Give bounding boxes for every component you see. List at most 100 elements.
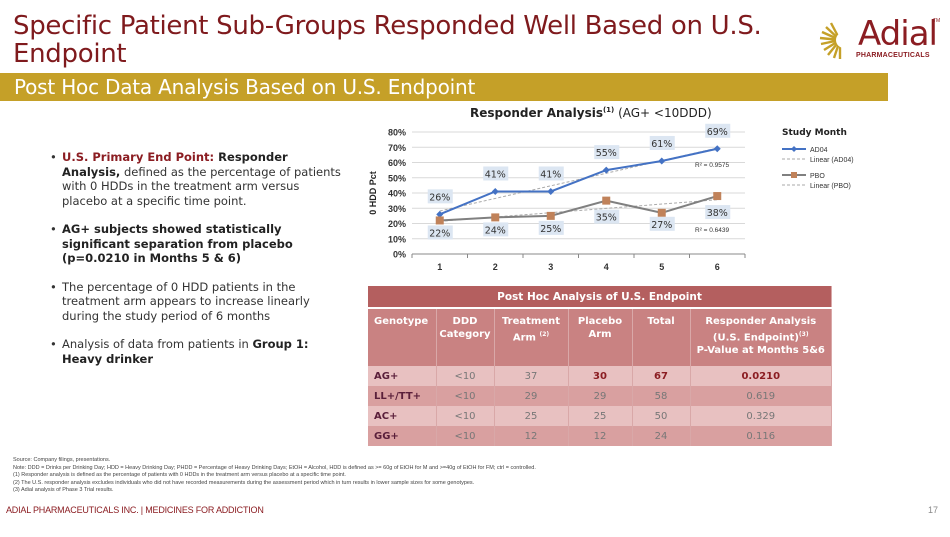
table-caption: Post Hoc Analysis of U.S. Endpoint bbox=[368, 286, 832, 309]
legend-marker bbox=[791, 172, 797, 178]
y-tick-label: 40% bbox=[388, 189, 406, 199]
cell-ddd: <10 bbox=[436, 426, 495, 446]
y-tick-label: 30% bbox=[388, 204, 406, 214]
data-label: 41% bbox=[540, 169, 561, 180]
cell-treatment: 25 bbox=[494, 406, 569, 426]
cell-pvalue: 0.0210 bbox=[690, 366, 832, 386]
footer-company: ADIAL PHARMACEUTICALS INC. | MEDICINES F… bbox=[6, 505, 264, 515]
legend-label: Linear (AD04) bbox=[810, 157, 854, 164]
cell-placebo: 12 bbox=[568, 426, 633, 446]
cell-ddd: <10 bbox=[436, 366, 495, 386]
data-label: 61% bbox=[651, 139, 672, 150]
cell-genotype: LL+/TT+ bbox=[368, 386, 437, 406]
col-header-placebo: Placebo Arm bbox=[568, 308, 633, 366]
legend-label: AD04 bbox=[810, 147, 828, 154]
cell-genotype: AG+ bbox=[368, 366, 437, 386]
data-label: 38% bbox=[707, 208, 728, 219]
cell-ddd: <10 bbox=[436, 406, 495, 426]
data-label-box bbox=[427, 189, 453, 204]
responder-line-chart: 0% 10% 20% 30% 40% 50% 60% 70% 80% 1 2 3 4 5 6 0 HDD Pc… bbox=[368, 123, 854, 272]
bullet-item: U.S. Primary End Point: Responder Analys… bbox=[32, 150, 342, 208]
data-label-box bbox=[649, 135, 675, 150]
cell-total: 24 bbox=[632, 426, 691, 446]
data-label: 25% bbox=[540, 224, 561, 235]
data-label-box bbox=[538, 166, 564, 181]
footnote: Source: Company filings, presentations. bbox=[13, 457, 111, 463]
bullet-item: Analysis of data from patients in Group … bbox=[32, 337, 342, 366]
data-label: 55% bbox=[596, 148, 617, 159]
bullet-lead: U.S. Primary End Point: bbox=[62, 150, 215, 164]
cell-total: 50 bbox=[632, 406, 691, 426]
logo-tagline: PHARMACEUTICALS bbox=[856, 52, 930, 59]
data-point-ad04 bbox=[547, 187, 555, 195]
sunburst-logo-icon bbox=[819, 22, 852, 59]
col-header-responder: Responder Analysis (U.S. Endpoint)(3) P-V… bbox=[690, 308, 832, 366]
x-tick-label: 1 bbox=[437, 262, 442, 272]
chart-title: Responder Analysis(1) (AG+ <10DDD) bbox=[470, 106, 712, 120]
cell-pvalue: 0.116 bbox=[690, 426, 832, 446]
y-tick-label: 70% bbox=[388, 143, 406, 153]
table-row: GG+ <10 12 12 24 0.116 bbox=[368, 426, 832, 446]
footnote: (1) Responder analysis is defined as the… bbox=[13, 472, 346, 479]
footnote: (2) The U.S. responder analysis excludes… bbox=[13, 479, 475, 486]
bullet-bold: AG+ subjects showed statistically signif… bbox=[62, 222, 293, 265]
bullet-item: The percentage of 0 HDD patients in the … bbox=[32, 280, 342, 324]
footnote: Note: DDD = Drinks per Drinking Day; HDD… bbox=[13, 464, 536, 471]
cell-pvalue: 0.619 bbox=[690, 386, 832, 406]
data-point-pbo bbox=[657, 208, 666, 217]
cell-treatment: 12 bbox=[494, 426, 569, 446]
cell-ddd: <10 bbox=[436, 386, 495, 406]
table-header-row: Genotype DDD Category Treatment Arm (2) … bbox=[368, 308, 832, 366]
data-label-box bbox=[649, 216, 675, 231]
bullet-list: U.S. Primary End Point: Responder Analys… bbox=[32, 150, 342, 380]
y-tick-label: 0% bbox=[393, 250, 406, 260]
r-squared-label: R² = 0.9575 bbox=[695, 162, 730, 169]
cell-treatment: 29 bbox=[494, 386, 569, 406]
cell-genotype: GG+ bbox=[368, 426, 437, 446]
x-tick-label: 2 bbox=[493, 262, 498, 272]
series-line-pbo bbox=[439, 195, 718, 222]
header-text: Treatment Arm bbox=[501, 316, 561, 344]
logo-trademark: TM bbox=[933, 18, 941, 24]
data-point-pbo bbox=[491, 213, 500, 222]
bullet-text: defined as the percentage of patients wi… bbox=[62, 164, 341, 208]
data-point-pbo bbox=[546, 211, 555, 220]
table-row: AG+ <10 37 30 67 0.0210 bbox=[368, 366, 832, 386]
cell-pvalue: 0.329 bbox=[690, 406, 832, 426]
cell-total: 58 bbox=[632, 386, 691, 406]
data-label: 24% bbox=[485, 225, 506, 236]
subtitle-bar: Post Hoc Data Analysis Based on U.S. End… bbox=[0, 73, 888, 101]
data-point-ad04 bbox=[658, 157, 666, 165]
data-label: 27% bbox=[651, 220, 672, 231]
cell-genotype: AC+ bbox=[368, 406, 437, 426]
company-logo: Adial TM PHARMACEUTICALS bbox=[818, 14, 943, 68]
x-tick-label: 5 bbox=[659, 262, 664, 272]
header-text-line2: P-Value at Months 5&6 bbox=[696, 345, 825, 357]
data-label: 41% bbox=[485, 169, 506, 180]
footnote: (3) Adial analysis of Phase 3 Trial resu… bbox=[13, 487, 114, 494]
data-label: 26% bbox=[429, 192, 450, 203]
data-point-ad04 bbox=[491, 187, 499, 195]
header-sup: (3) bbox=[798, 331, 809, 338]
data-label-box bbox=[538, 220, 564, 235]
chart-title-bold: Responder Analysis bbox=[470, 106, 603, 120]
legend-title: Study Month bbox=[782, 128, 847, 138]
y-axis-label: 0 HDD Pct bbox=[368, 171, 378, 215]
data-label-box bbox=[594, 209, 620, 224]
legend-label: PBO bbox=[810, 173, 825, 180]
data-label-box bbox=[427, 225, 453, 240]
col-header-genotype: Genotype bbox=[368, 308, 437, 366]
bullet-text: Analysis of data from patients in bbox=[62, 337, 253, 351]
chart-title-rest: (AG+ <10DDD) bbox=[614, 106, 712, 120]
page-title: Specific Patient Sub-Groups Responded We… bbox=[13, 11, 762, 69]
x-tick-label: 3 bbox=[548, 262, 553, 272]
data-label-box bbox=[483, 166, 509, 181]
data-label: 22% bbox=[429, 228, 450, 239]
subtitle: Post Hoc Data Analysis Based on U.S. End… bbox=[14, 75, 476, 99]
data-point-pbo bbox=[435, 216, 444, 225]
header-sup: (2) bbox=[539, 331, 550, 338]
data-label-box bbox=[594, 145, 620, 160]
cell-total: 67 bbox=[632, 366, 691, 386]
data-point-pbo bbox=[713, 192, 722, 201]
data-point-pbo bbox=[602, 196, 611, 205]
